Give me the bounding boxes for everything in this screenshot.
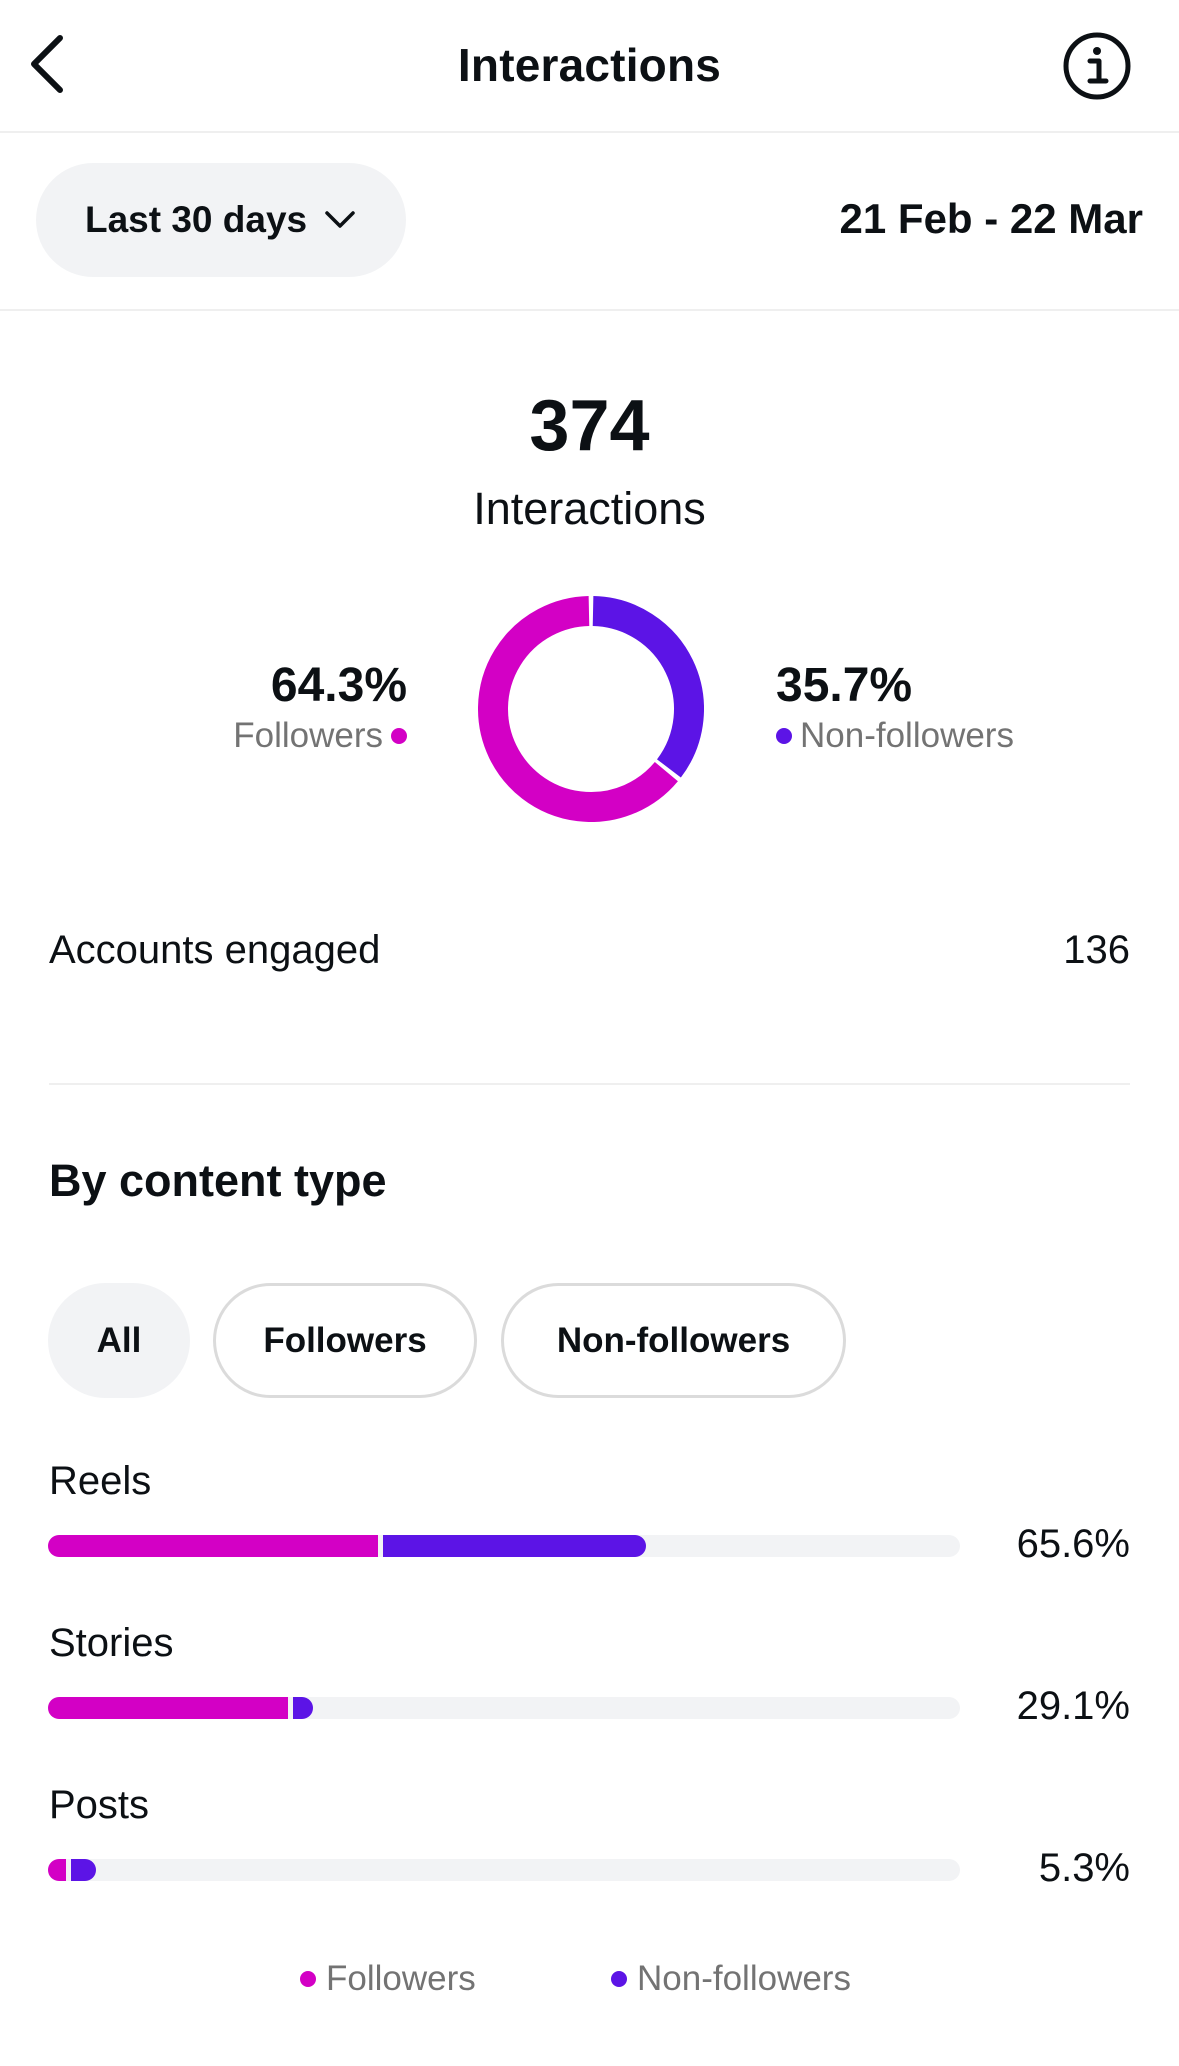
chevron-down-icon: [325, 211, 355, 228]
date-range-text: 21 Feb - 22 Mar: [839, 195, 1143, 242]
chip-all-label: All: [96, 1320, 142, 1360]
posts-percent: 5.3%: [1038, 1846, 1130, 1890]
nonfollowers-percent: 35.7%: [776, 659, 913, 712]
nonfollowers-dot-icon: [776, 728, 792, 744]
accounts-engaged-label: Accounts engaged: [49, 928, 381, 972]
stories-percent: 29.1%: [1016, 1684, 1130, 1728]
nonfollowers-legend-label: Non-followers: [800, 716, 1014, 755]
total-interactions-value: 374: [529, 386, 650, 466]
legend-followers: Followers: [300, 1959, 476, 1999]
reels-nonfollowers-segment: [383, 1535, 647, 1557]
nonfollowers-legend: Non-followers: [776, 716, 1014, 756]
donut-nonfollowers-slice: [592, 596, 704, 778]
chevron-left-icon: [31, 35, 63, 93]
legend-nonfollowers-label: Non-followers: [637, 1959, 851, 1998]
reels-followers-segment: [48, 1535, 379, 1557]
stories-label: Stories: [49, 1621, 174, 1665]
posts-bar: [48, 1859, 960, 1881]
interactions-donut-chart: [478, 596, 704, 822]
followers-legend: Followers: [233, 716, 407, 756]
stories-bar: [48, 1697, 960, 1719]
legend-followers-label: Followers: [326, 1959, 476, 1998]
legend-nonfollowers: Non-followers: [611, 1959, 851, 1999]
reels-percent: 65.6%: [1016, 1522, 1130, 1566]
chip-followers[interactable]: Followers: [213, 1283, 477, 1398]
posts-label: Posts: [49, 1783, 150, 1827]
content-type-title: By content type: [49, 1155, 387, 1206]
stories-followers-segment: [48, 1697, 288, 1719]
posts-nonfollowers-segment: [71, 1859, 97, 1881]
date-range-dropdown-label: Last 30 days: [85, 199, 308, 240]
donut-followers-slice: [478, 596, 678, 822]
posts-followers-segment: [48, 1859, 67, 1881]
chip-nonfollowers-label: Non-followers: [556, 1320, 791, 1360]
header-bar: Interactions: [0, 0, 1179, 133]
chip-followers-label: Followers: [263, 1320, 427, 1360]
legend-nonfollowers-dot-icon: [611, 1971, 627, 1987]
back-button[interactable]: [22, 30, 92, 100]
filter-bar: Last 30 days 21 Feb - 22 Mar: [0, 133, 1179, 311]
info-button[interactable]: [1061, 30, 1133, 102]
reels-bar: [48, 1535, 960, 1557]
followers-percent: 64.3%: [270, 659, 407, 712]
date-range-dropdown[interactable]: Last 30 days: [36, 163, 406, 277]
followers-legend-label: Followers: [233, 716, 383, 755]
stories-nonfollowers-segment: [292, 1697, 314, 1719]
section-divider: [49, 1083, 1130, 1085]
chip-nonfollowers[interactable]: Non-followers: [501, 1283, 846, 1398]
page-title: Interactions: [457, 39, 722, 91]
reels-label: Reels: [49, 1459, 152, 1503]
accounts-engaged-value: 136: [1063, 928, 1130, 972]
total-interactions-label: Interactions: [473, 483, 706, 534]
followers-dot-icon: [391, 728, 407, 744]
info-icon: [1063, 32, 1131, 100]
legend-followers-dot-icon: [300, 1971, 316, 1987]
chip-all[interactable]: All: [48, 1283, 190, 1398]
